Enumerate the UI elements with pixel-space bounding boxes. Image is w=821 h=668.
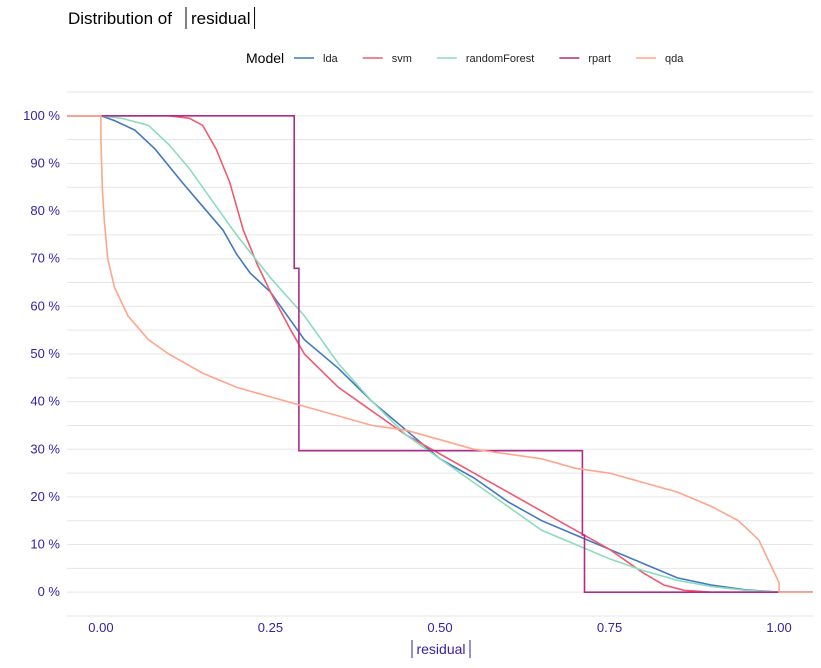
chart-title: Distribution of residual <box>68 7 256 29</box>
legend-label-rpart: rpart <box>588 53 611 65</box>
y-tick-label: 0 % <box>38 584 61 599</box>
y-tick-label: 100 % <box>23 108 60 123</box>
x-tick-label: 0.25 <box>258 620 283 635</box>
x-tick-label: 1.00 <box>766 620 791 635</box>
legend-title: Model <box>246 50 284 66</box>
y-tick-label: 50 % <box>30 346 60 361</box>
series-line-randomForest <box>67 115 813 594</box>
series-lines <box>67 115 813 594</box>
y-tick-label: 70 % <box>30 251 60 266</box>
x-axis-label-text: residual <box>416 641 465 657</box>
y-tick-label: 60 % <box>30 298 60 313</box>
chart-title-prefix: Distribution of <box>68 9 172 28</box>
y-axis-tick-labels: 0 % 10 % 20 % 30 % 40 % 50 % 60 % 70 % 80 % 90 % 1… <box>23 108 60 599</box>
legend-label-lda: lda <box>323 53 339 65</box>
chart-title-variable: residual <box>191 9 251 28</box>
legend-label-svm: svm <box>392 53 412 65</box>
legend-label-qda: qda <box>665 53 684 65</box>
series-line-svm <box>67 115 813 594</box>
gridlines <box>67 91 813 617</box>
x-tick-label: 0.75 <box>597 620 622 635</box>
y-tick-label: 20 % <box>30 489 60 504</box>
y-tick-label: 80 % <box>30 203 60 218</box>
legend: Model lda svm randomForest rpart qda <box>246 50 684 66</box>
series-line-qda <box>67 115 813 594</box>
x-tick-label: 0.50 <box>427 620 452 635</box>
y-tick-label: 30 % <box>30 441 60 456</box>
x-axis-label: residual <box>411 640 471 658</box>
series-line-lda <box>67 115 813 594</box>
legend-label-randomForest: randomForest <box>466 53 534 65</box>
y-tick-label: 90 % <box>30 155 60 170</box>
x-tick-label: 0.00 <box>88 620 113 635</box>
y-tick-label: 40 % <box>30 394 60 409</box>
series-line-rpart <box>67 115 813 594</box>
y-tick-label: 10 % <box>30 537 60 552</box>
x-axis-tick-labels: 0.00 0.25 0.50 0.75 1.00 <box>88 620 791 635</box>
